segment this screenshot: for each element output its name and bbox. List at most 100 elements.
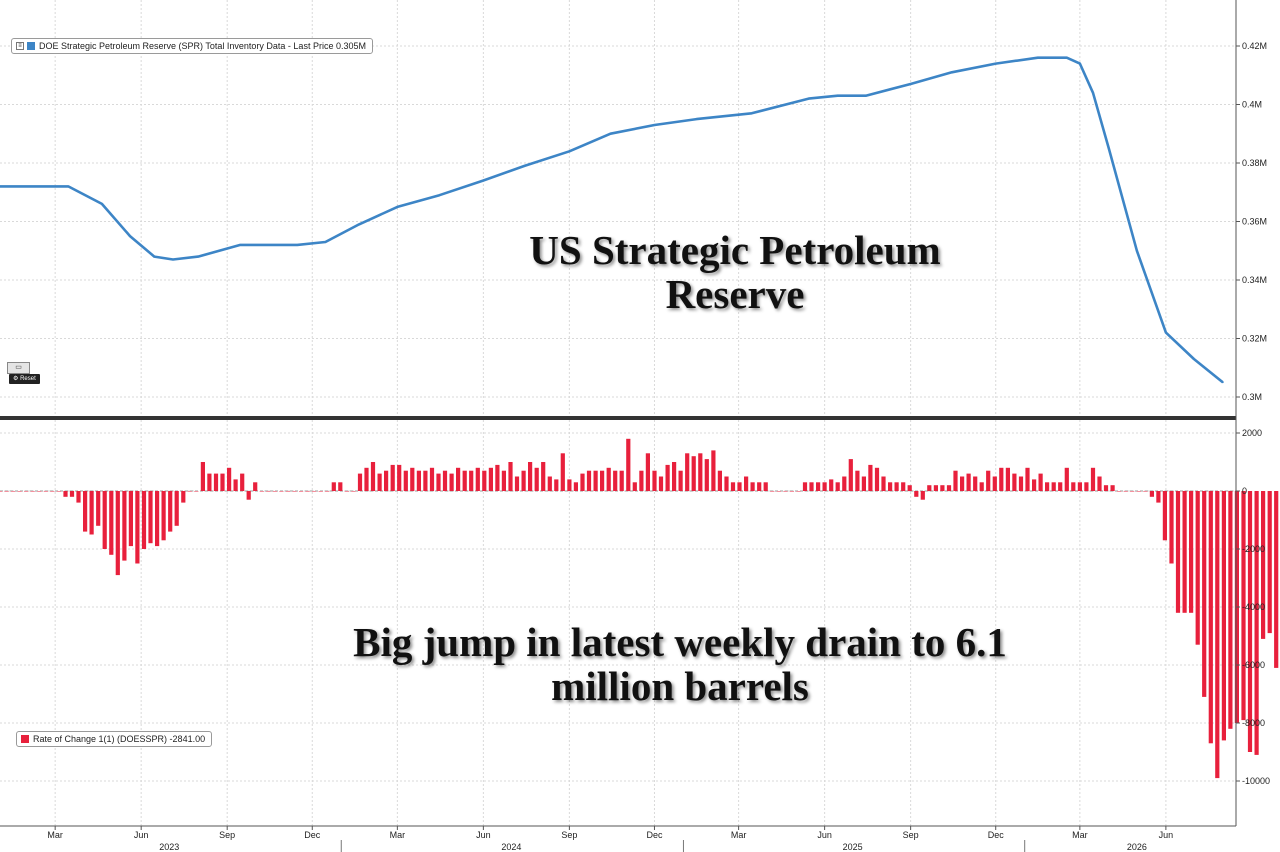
weekly-change-bar-35 [227, 467, 232, 491]
weekly-change-bar-136 [888, 482, 893, 491]
spr-inventory-point-32 [1165, 331, 1167, 334]
weekly-change-bar-110 [717, 470, 722, 491]
weekly-change-bar-6 [37, 491, 42, 492]
weekly-change-bar-108 [704, 459, 709, 491]
bottom-y-tick-label-3: -4000 [1242, 602, 1265, 612]
bottom-legend[interactable]: Rate of Change 1(1) (DOESSPR) -2841.00 [16, 731, 213, 747]
weekly-change-bar-131 [855, 470, 860, 491]
x-month-label-0: Mar [47, 830, 63, 840]
weekly-change-bar-166 [1084, 482, 1089, 491]
weekly-change-bar-93 [606, 467, 611, 491]
top-legend[interactable]: ≡ DOE Strategic Petroleum Reserve (SPR) … [11, 38, 373, 54]
weekly-change-bar-173 [1130, 491, 1135, 492]
weekly-change-bar-160 [1045, 482, 1050, 491]
weekly-change-bar-151 [986, 470, 991, 491]
bottom-annotation-line1: Big jump in latest weekly drain to 6.1 [353, 619, 1007, 665]
weekly-change-bar-88 [573, 482, 578, 491]
spr-inventory-point-28 [1079, 62, 1081, 65]
spr-inventory-point-4 [153, 255, 156, 258]
weekly-change-bar-127 [829, 479, 834, 491]
weekly-change-bar-167 [1090, 467, 1096, 491]
weekly-change-bar-155 [1012, 473, 1017, 491]
weekly-change-bar-21 [135, 491, 140, 564]
top-y-tick-label-1: 0.32M [1242, 334, 1267, 344]
weekly-change-bar-47 [305, 491, 310, 492]
weekly-change-bar-67 [436, 473, 441, 491]
zoom-control[interactable]: ▭ [7, 362, 30, 374]
x-month-label-5: Jun [476, 830, 491, 840]
spr-inventory-point-0 [0, 185, 1, 188]
weekly-change-bar-23 [148, 491, 153, 544]
spr-inventory-point-16 [609, 132, 612, 135]
weekly-change-bar-148 [966, 473, 971, 491]
weekly-change-bar-55 [357, 473, 363, 491]
spr-inventory-point-9 [324, 241, 327, 243]
x-year-label-0: 2023 [159, 842, 179, 852]
spr-inventory-point-24 [950, 71, 953, 74]
weekly-change-bar-182 [1189, 491, 1194, 613]
weekly-change-bar-130 [848, 459, 853, 491]
bottom-y-tick-label-2: -2000 [1242, 544, 1265, 554]
bottom-legend-label: Rate of Change 1(1) (DOESSPR) -2841.00 [33, 734, 206, 744]
x-year-label-1: 2024 [501, 842, 521, 852]
spr-inventory-point-11 [396, 206, 399, 208]
weekly-change-bar-26 [168, 491, 173, 532]
weekly-change-bar-52 [338, 482, 343, 491]
weekly-change-bar-50 [325, 491, 330, 492]
weekly-change-bar-38 [246, 491, 251, 500]
weekly-change-bar-40 [259, 491, 264, 492]
weekly-change-bar-3 [17, 491, 22, 492]
weekly-change-bar-57 [370, 462, 376, 491]
bottom-y-tick-label-4: -6000 [1242, 660, 1265, 670]
weekly-change-bar-71 [462, 470, 467, 491]
weekly-change-bar-179 [1169, 491, 1174, 564]
weekly-change-bar-121 [789, 491, 794, 492]
weekly-change-bar-5 [30, 491, 35, 492]
top-y-tick-label-5: 0.4M [1242, 100, 1262, 110]
weekly-change-bar-90 [586, 470, 592, 491]
spr-inventory-point-27 [1065, 56, 1068, 59]
collapse-icon[interactable]: ≡ [16, 42, 24, 50]
weekly-change-bar-195 [1274, 491, 1279, 668]
weekly-change-bar-187 [1221, 491, 1226, 741]
weekly-change-bar-112 [730, 482, 736, 491]
x-month-label-3: Dec [304, 830, 321, 840]
spr-inventory-point-17 [653, 124, 656, 126]
spr-inventory-point-29 [1092, 92, 1094, 94]
weekly-change-bar-174 [1136, 491, 1141, 492]
weekly-change-bar-169 [1103, 485, 1109, 491]
weekly-change-bar-171 [1117, 491, 1122, 492]
weekly-change-bar-120 [783, 491, 788, 492]
weekly-change-bar-28 [181, 491, 186, 503]
weekly-change-bar-170 [1110, 485, 1115, 491]
weekly-change-bar-129 [842, 476, 847, 491]
weekly-change-bar-140 [914, 491, 919, 497]
weekly-change-bar-39 [253, 482, 258, 491]
weekly-change-bar-1 [4, 491, 9, 492]
x-month-label-2: Sep [219, 830, 235, 840]
weekly-change-bar-37 [240, 473, 245, 491]
weekly-change-bar-154 [1005, 467, 1010, 491]
weekly-change-bar-145 [946, 485, 952, 491]
spr-inventory-point-15 [568, 150, 571, 153]
weekly-change-bar-192 [1254, 491, 1259, 755]
weekly-change-bar-109 [711, 450, 716, 491]
reset-button[interactable]: ⚙ Reset [9, 374, 40, 384]
weekly-change-bar-19 [122, 491, 127, 561]
x-month-label-6: Sep [561, 830, 577, 840]
weekly-change-bar-139 [907, 485, 912, 491]
weekly-change-bar-70 [456, 467, 461, 491]
top-y-tick-label-4: 0.38M [1242, 158, 1267, 168]
bottom-y-tick-label-5: -8000 [1242, 718, 1265, 728]
weekly-change-bar-73 [475, 467, 480, 491]
weekly-change-bar-62 [403, 470, 408, 491]
weekly-change-bar-114 [744, 476, 749, 491]
weekly-change-bar-135 [881, 476, 886, 491]
weekly-change-bar-81 [528, 462, 533, 491]
weekly-change-bar-193 [1261, 491, 1266, 639]
weekly-change-bar-138 [901, 482, 906, 491]
spr-inventory-point-10 [358, 223, 360, 226]
spr-inventory-point-31 [1136, 249, 1138, 252]
weekly-change-bar-69 [449, 473, 454, 491]
